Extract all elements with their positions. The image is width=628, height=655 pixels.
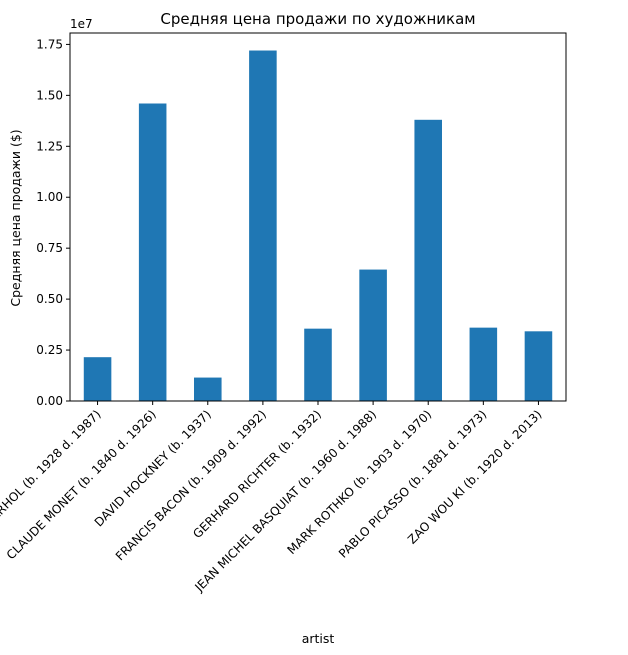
- bar: [359, 269, 387, 401]
- y-tick-label: 1.50: [36, 88, 63, 102]
- chart-title: Средняя цена продажи по художникам: [160, 10, 475, 28]
- y-tick-label: 0.00: [36, 394, 63, 408]
- y-axis-offset-label: 1e7: [70, 17, 93, 31]
- plot-area: 0.000.250.500.751.001.251.501.75ANDY WAR…: [0, 32, 567, 595]
- bar: [194, 377, 222, 401]
- y-tick-label: 0.25: [36, 343, 63, 357]
- bar: [524, 331, 553, 401]
- plot-frame: [69, 32, 567, 402]
- y-tick-label: 1.75: [36, 37, 63, 51]
- y-tick-label: 1.00: [36, 190, 63, 204]
- bar: [304, 328, 332, 401]
- y-tick-label: 0.75: [36, 241, 63, 255]
- y-tick-label: 1.25: [36, 139, 63, 153]
- y-tick-label: 0.50: [36, 292, 63, 306]
- y-axis-label: Средняя цена продажи ($): [8, 129, 23, 306]
- bar: [249, 50, 277, 402]
- bar: [414, 119, 442, 402]
- x-tick-label: DAVID HOCKNEY (b. 1937): [92, 407, 214, 529]
- x-axis-label: artist: [302, 631, 335, 646]
- bar: [83, 357, 112, 401]
- bar: [138, 103, 167, 401]
- bar: [469, 327, 498, 401]
